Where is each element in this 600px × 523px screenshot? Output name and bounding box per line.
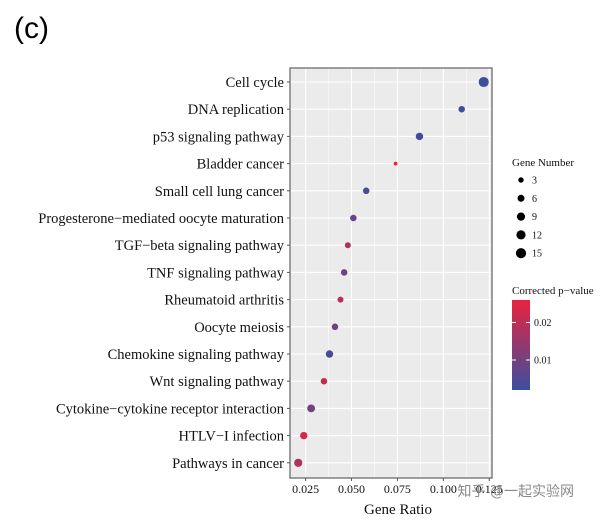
x-tick-label: 0.075 [384, 482, 411, 496]
size-legend-dot [518, 177, 524, 183]
data-point [307, 404, 316, 413]
color-legend-ticks: 0.02 0.01 [512, 318, 552, 367]
data-point [331, 323, 339, 331]
data-point [362, 187, 370, 195]
size-legend-dot [516, 230, 526, 240]
data-point [300, 431, 308, 440]
colorbar-tick-label: 0.01 [534, 356, 552, 367]
size-legend-label: 3 [532, 176, 537, 187]
category-label: DNA replication [188, 102, 285, 118]
data-point [320, 377, 328, 385]
category-label: Small cell lung cancer [155, 184, 284, 200]
category-label: TNF signaling pathway [147, 265, 285, 281]
category-label: TGF−beta signaling pathway [115, 238, 285, 254]
data-point [458, 105, 465, 113]
plot-panel-border [289, 67, 493, 479]
data-point [393, 161, 398, 166]
category-label: Chemokine signaling pathway [108, 347, 285, 363]
size-legend-label: 15 [532, 249, 542, 260]
x-tick-label: 0.050 [338, 482, 365, 496]
data-point [325, 350, 334, 358]
category-label: Wnt signaling pathway [149, 374, 284, 390]
category-label: Cytokine−cytokine receptor interaction [56, 401, 285, 417]
x-axis-ticks: 0.025 0.050 0.075 0.100 0.125 [292, 478, 503, 496]
size-legend-dot [516, 212, 526, 221]
data-point [415, 132, 424, 141]
p-value-colorbar [512, 300, 530, 390]
category-label: Progesterone−mediated oocyte maturation [38, 211, 284, 227]
category-label: Bladder cancer [197, 157, 285, 173]
size-legend: 3 6 9 12 15 [515, 176, 542, 260]
category-label: Pathways in cancer [172, 456, 284, 472]
plot-panel-background [290, 68, 492, 478]
data-point [344, 242, 351, 249]
x-tick-label: 0.100 [430, 482, 457, 496]
size-legend-label: 9 [532, 212, 537, 223]
color-legend-title: Corrected p−value [512, 285, 594, 297]
size-legend-dot [517, 194, 525, 202]
colorbar-tick-label: 0.02 [534, 318, 552, 329]
category-label: Cell cycle [226, 75, 284, 91]
data-point [478, 76, 489, 88]
category-label: HTLV−I infection [179, 429, 285, 445]
category-label: Rheumatoid arthritis [164, 293, 284, 309]
data-point [337, 296, 344, 303]
category-label: Oocyte meiosis [194, 320, 284, 336]
category-label: p53 signaling pathway [153, 129, 285, 145]
panel-label: (c) [14, 12, 49, 45]
x-axis-title: Gene Ratio [364, 502, 432, 518]
size-legend-label: 12 [532, 230, 542, 241]
x-tick-label: 0.125 [476, 482, 503, 496]
x-tick-label: 0.025 [292, 482, 319, 496]
category-labels: Cell cycle DNA replication p53 signaling p… [38, 75, 290, 472]
data-point [340, 269, 348, 276]
size-legend-title: Gene Number [512, 157, 574, 169]
data-point [350, 214, 357, 222]
watermark: 知乎 @一起实验网 [458, 483, 574, 500]
data-point [294, 458, 303, 467]
size-legend-dot [515, 248, 527, 259]
size-legend-label: 6 [532, 194, 537, 205]
data-points [294, 76, 489, 467]
